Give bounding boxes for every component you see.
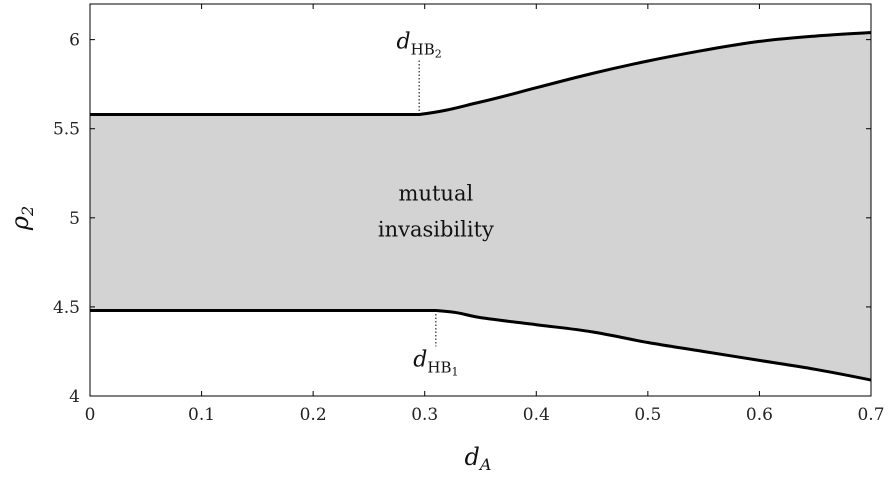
x-tick-label: 0.6 xyxy=(746,405,773,425)
upper-boundary-line xyxy=(90,31,872,116)
y-tick-label: 5 xyxy=(69,209,80,229)
x-axis-ticks: 0 0.1 0.2 0.3 0.4 0.5 0.6 0.7 xyxy=(85,4,885,425)
x-tick-label: 0.4 xyxy=(523,405,550,425)
x-tick-label: 0.5 xyxy=(634,405,661,425)
plot-area xyxy=(89,3,872,397)
hb1-sub: HB xyxy=(427,358,451,376)
x-tick-label: 0.7 xyxy=(857,405,884,425)
x-tick-label: 0.2 xyxy=(300,405,327,425)
x-axis-label: dA xyxy=(465,443,492,474)
hb2-main: d xyxy=(397,29,411,54)
hb2-sub: HB xyxy=(411,40,435,58)
y-axis-label-main: ρ xyxy=(6,216,34,231)
y-tick-label: 4 xyxy=(69,387,80,407)
plot-frame xyxy=(89,3,872,397)
hb1-subsub: 1 xyxy=(451,365,458,378)
x-axis-label-main: d xyxy=(465,443,480,471)
hb2-subsub: 2 xyxy=(435,47,442,60)
x-axis-label-sub: A xyxy=(478,455,492,474)
lower-boundary-line xyxy=(90,309,872,382)
y-tick-label: 5.5 xyxy=(53,120,80,140)
y-tick-label: 6 xyxy=(69,31,80,51)
y-axis-label-sub: 2 xyxy=(18,206,37,217)
x-tick-label: 0 xyxy=(85,405,96,425)
y-tick-label: 4.5 xyxy=(53,298,80,318)
x-tick-label: 0.3 xyxy=(411,405,438,425)
mutual-invasibility-region xyxy=(90,32,871,380)
y-axis-label: ρ2 xyxy=(6,206,37,231)
region-label-line-1: mutual xyxy=(399,181,474,205)
hb1-main: d xyxy=(413,347,427,372)
hb2-annotation: dHB2 xyxy=(397,29,442,60)
x-tick-label: 0.1 xyxy=(188,405,215,425)
y-axis-ticks: 4 4.5 5 5.5 6 xyxy=(53,31,871,407)
hb1-annotation: dHB1 xyxy=(413,347,458,378)
region-label-line-2: invasibility xyxy=(378,217,494,241)
